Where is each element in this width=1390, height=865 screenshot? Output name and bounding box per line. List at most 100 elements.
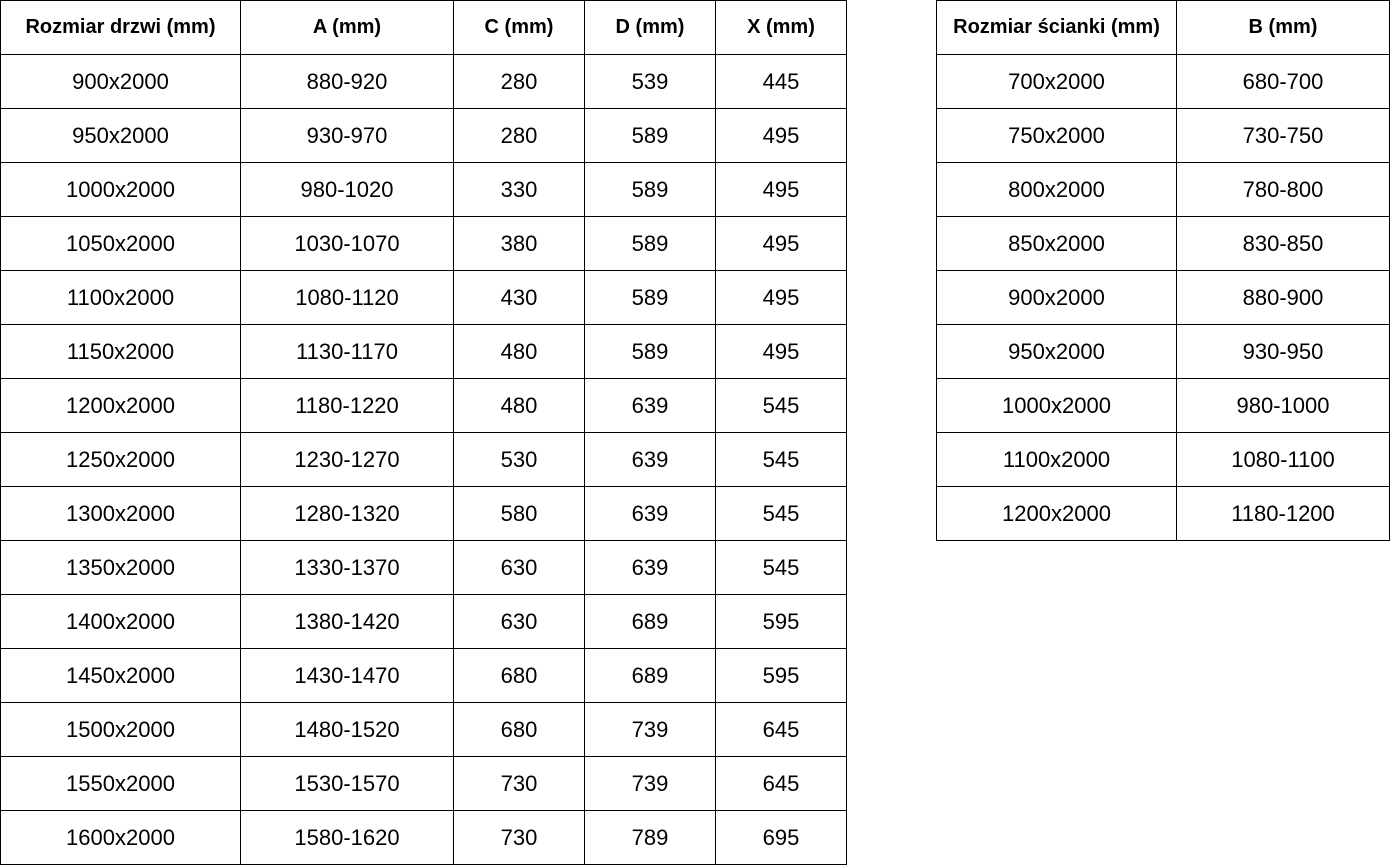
table-cell: 1380-1420	[240, 594, 454, 649]
table-cell: 950x2000	[0, 108, 241, 163]
table-cell: 680	[453, 702, 585, 757]
table-cell: 789	[584, 810, 716, 865]
table-cell: 1000x2000	[936, 378, 1177, 433]
table-cell: 680	[453, 648, 585, 703]
table-cell: 1180-1220	[240, 378, 454, 433]
table-row: 1000x2000 980-1020 330 589 495	[0, 162, 847, 217]
table-cell: 1080-1120	[240, 270, 454, 325]
column-header: Rozmiar ścianki (mm)	[936, 0, 1177, 55]
table-row: 1100x2000 1080-1100	[936, 432, 1390, 487]
table-cell: 1200x2000	[0, 378, 241, 433]
table-cell: 880-900	[1176, 270, 1390, 325]
table-cell: 1330-1370	[240, 540, 454, 595]
table-cell: 530	[453, 432, 585, 487]
table-cell: 639	[584, 378, 716, 433]
column-header: D (mm)	[584, 0, 716, 55]
table-header-row: Rozmiar drzwi (mm) A (mm) C (mm) D (mm) X (m…	[0, 0, 847, 55]
table-cell: 980-1020	[240, 162, 454, 217]
table-cell: 595	[715, 594, 847, 649]
table-cell: 545	[715, 486, 847, 541]
table-cell: 645	[715, 702, 847, 757]
table-cell: 730	[453, 810, 585, 865]
table-cell: 880-920	[240, 54, 454, 109]
column-header: C (mm)	[453, 0, 585, 55]
table-row: 1050x2000 1030-1070 380 589 495	[0, 216, 847, 271]
table-cell: 430	[453, 270, 585, 325]
table-cell: 1030-1070	[240, 216, 454, 271]
table-cell: 930-950	[1176, 324, 1390, 379]
table-cell: 739	[584, 756, 716, 811]
table-cell: 1280-1320	[240, 486, 454, 541]
table-cell: 589	[584, 162, 716, 217]
table-cell: 900x2000	[936, 270, 1177, 325]
table-cell: 1530-1570	[240, 756, 454, 811]
table-cell: 1100x2000	[936, 432, 1177, 487]
table-cell: 1200x2000	[936, 486, 1177, 541]
table-cell: 1230-1270	[240, 432, 454, 487]
table-cell: 495	[715, 216, 847, 271]
door-sizes-table: Rozmiar drzwi (mm) A (mm) C (mm) D (mm) X (m…	[0, 0, 847, 865]
table-cell: 739	[584, 702, 716, 757]
table-row: 1500x2000 1480-1520 680 739 645	[0, 702, 847, 757]
table-cell: 589	[584, 108, 716, 163]
table-cell: 800x2000	[936, 162, 1177, 217]
table-cell: 900x2000	[0, 54, 241, 109]
table-cell: 1050x2000	[0, 216, 241, 271]
table-cell: 1000x2000	[0, 162, 241, 217]
table-header-row: Rozmiar ścianki (mm) B (mm)	[936, 0, 1390, 55]
table-cell: 495	[715, 324, 847, 379]
table-cell: 930-970	[240, 108, 454, 163]
table-row: 1400x2000 1380-1420 630 689 595	[0, 594, 847, 649]
table-row: 850x2000 830-850	[936, 216, 1390, 271]
table-cell: 1500x2000	[0, 702, 241, 757]
table-row: 700x2000 680-700	[936, 54, 1390, 109]
table-cell: 1430-1470	[240, 648, 454, 703]
table-row: 1100x2000 1080-1120 430 589 495	[0, 270, 847, 325]
table-cell: 539	[584, 54, 716, 109]
table-cell: 545	[715, 540, 847, 595]
table-cell: 1550x2000	[0, 756, 241, 811]
table-row: 1550x2000 1530-1570 730 739 645	[0, 756, 847, 811]
table-row: 1200x2000 1180-1200	[936, 486, 1390, 541]
table-cell: 780-800	[1176, 162, 1390, 217]
table-cell: 639	[584, 486, 716, 541]
table-row: 1350x2000 1330-1370 630 639 545	[0, 540, 847, 595]
table-row: 1150x2000 1130-1170 480 589 495	[0, 324, 847, 379]
table-cell: 950x2000	[936, 324, 1177, 379]
table-cell: 545	[715, 432, 847, 487]
table-cell: 380	[453, 216, 585, 271]
table-cell: 639	[584, 540, 716, 595]
table-cell: 850x2000	[936, 216, 1177, 271]
table-row: 1450x2000 1430-1470 680 689 595	[0, 648, 847, 703]
table-cell: 730	[453, 756, 585, 811]
table-cell: 639	[584, 432, 716, 487]
table-cell: 630	[453, 540, 585, 595]
table-cell: 280	[453, 108, 585, 163]
table-row: 1300x2000 1280-1320 580 639 545	[0, 486, 847, 541]
column-header: A (mm)	[240, 0, 454, 55]
table-cell: 630	[453, 594, 585, 649]
table-cell: 495	[715, 270, 847, 325]
table-cell: 1150x2000	[0, 324, 241, 379]
table-cell: 645	[715, 756, 847, 811]
column-header: Rozmiar drzwi (mm)	[0, 0, 241, 55]
table-cell: 1080-1100	[1176, 432, 1390, 487]
table-row: 950x2000 930-950	[936, 324, 1390, 379]
table-cell: 1350x2000	[0, 540, 241, 595]
table-cell: 580	[453, 486, 585, 541]
table-cell: 1480-1520	[240, 702, 454, 757]
table-cell: 1400x2000	[0, 594, 241, 649]
table-row: 1250x2000 1230-1270 530 639 545	[0, 432, 847, 487]
table-cell: 1300x2000	[0, 486, 241, 541]
table-cell: 689	[584, 594, 716, 649]
table-row: 1600x2000 1580-1620 730 789 695	[0, 810, 847, 865]
table-cell: 480	[453, 378, 585, 433]
panel-sizes-table: Rozmiar ścianki (mm) B (mm) 700x2000 680-7…	[936, 0, 1390, 541]
table-row: 900x2000 880-900	[936, 270, 1390, 325]
column-header: X (mm)	[715, 0, 847, 55]
table-cell: 700x2000	[936, 54, 1177, 109]
table-cell: 495	[715, 162, 847, 217]
table-cell: 495	[715, 108, 847, 163]
table-cell: 595	[715, 648, 847, 703]
table-row: 900x2000 880-920 280 539 445	[0, 54, 847, 109]
